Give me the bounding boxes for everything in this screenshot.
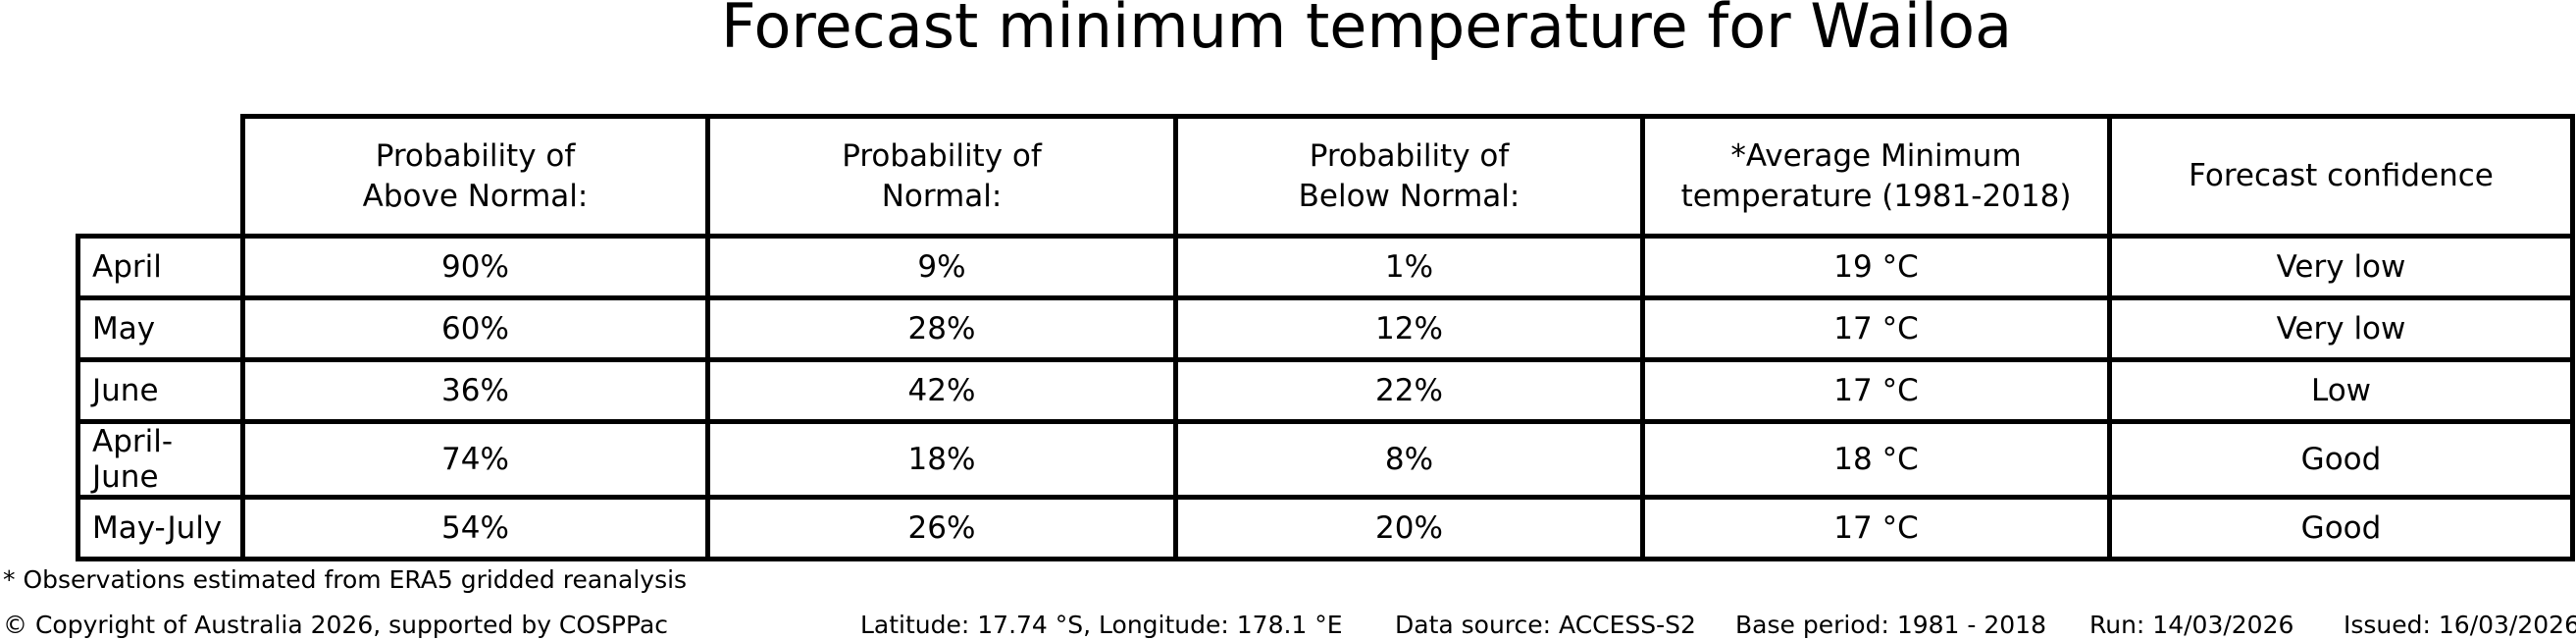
row-label: May-July [76, 495, 245, 561]
table-row-may: May 60% 28% 12% 17 °C Very low [76, 295, 2575, 362]
run-date-text: Run: 14/03/2026 [2089, 611, 2294, 639]
row-label: June [76, 357, 245, 424]
cell-confidence: Good [2107, 495, 2575, 561]
col-header-normal: Probability of Normal: [705, 114, 1178, 239]
cell-confidence: Very low [2107, 295, 2575, 362]
cell-normal: 28% [705, 295, 1178, 362]
table-row-june: June 36% 42% 22% 17 °C Low [76, 357, 2575, 424]
figure-title: Forecast minimum temperature for Wailoa [721, 0, 2013, 62]
cell-above-normal: 74% [240, 419, 710, 500]
col-header-average-minimum: *Average Minimum temperature (1981-2018) [1640, 114, 2112, 239]
cell-above-normal: 36% [240, 357, 710, 424]
footnote: * Observations estimated from ERA5 gridd… [3, 565, 688, 594]
col-header-forecast-confidence: Forecast confidence [2107, 114, 2575, 239]
data-source-text: Data source: ACCESS-S2 [1395, 611, 1696, 639]
cell-below-normal: 20% [1173, 495, 1645, 561]
table-row-april: April 90% 9% 1% 19 °C Very low [76, 234, 2575, 300]
table-header-row: Probability of Above Normal: Probability… [78, 114, 2575, 239]
cell-confidence: Very low [2107, 234, 2575, 300]
cell-above-normal: 60% [240, 295, 710, 362]
table-row-april-june: April-June 74% 18% 8% 18 °C Good [76, 419, 2575, 500]
cell-below-normal: 1% [1173, 234, 1645, 300]
cell-above-normal: 90% [240, 234, 710, 300]
cell-below-normal: 22% [1173, 357, 1645, 424]
cell-below-normal: 8% [1173, 419, 1645, 500]
cell-average-minimum: 19 °C [1640, 234, 2112, 300]
cell-above-normal: 54% [240, 495, 710, 561]
issued-date-text: Issued: 16/03/2026 [2344, 611, 2576, 639]
footer-line: © Copyright of Australia 2026, supported… [0, 611, 2576, 640]
cell-average-minimum: 17 °C [1640, 357, 2112, 424]
forecast-table: Probability of Above Normal: Probability… [76, 114, 2575, 561]
cell-normal: 18% [705, 419, 1178, 500]
row-label: April [76, 234, 245, 300]
row-label: May [76, 295, 245, 362]
corner-cell [78, 117, 243, 237]
row-label: April-June [76, 419, 245, 500]
latitude-longitude-text: Latitude: 17.74 °S, Longitude: 178.1 °E [860, 611, 1343, 639]
col-header-below-normal: Probability of Below Normal: [1173, 114, 1645, 239]
cell-confidence: Low [2107, 357, 2575, 424]
cell-confidence: Good [2107, 419, 2575, 500]
cell-normal: 26% [705, 495, 1178, 561]
table-row-may-july: May-July 54% 26% 20% 17 °C Good [76, 495, 2575, 561]
cell-average-minimum: 17 °C [1640, 495, 2112, 561]
cell-average-minimum: 17 °C [1640, 295, 2112, 362]
col-header-above-normal: Probability of Above Normal: [240, 114, 710, 239]
cell-normal: 9% [705, 234, 1178, 300]
cell-normal: 42% [705, 357, 1178, 424]
copyright-text: © Copyright of Australia 2026, supported… [3, 611, 669, 639]
cell-average-minimum: 18 °C [1640, 419, 2112, 500]
base-period-text: Base period: 1981 - 2018 [1735, 611, 2046, 639]
cell-below-normal: 12% [1173, 295, 1645, 362]
